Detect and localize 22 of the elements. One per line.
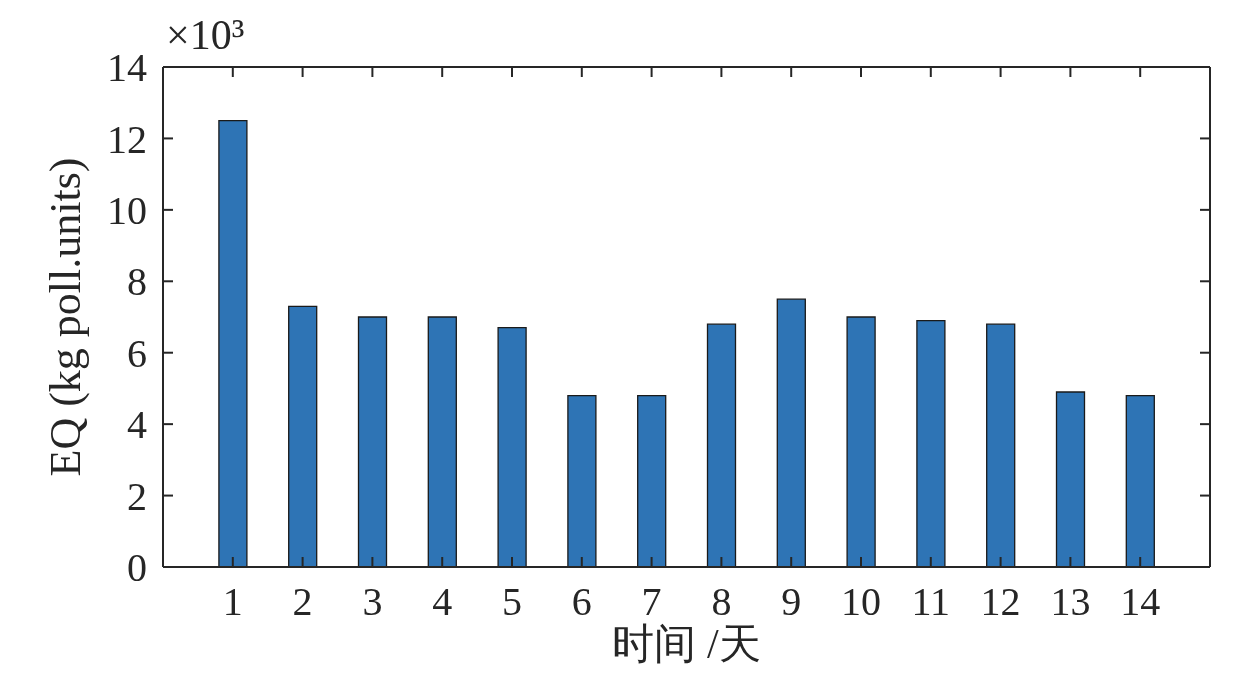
x-tick-label: 6: [571, 579, 592, 625]
x-tick-label: 10: [841, 579, 881, 625]
x-tick-label: 9: [781, 579, 802, 625]
y-tick-label: 2: [127, 473, 147, 519]
x-tick-label: 14: [1120, 579, 1161, 625]
y-tick-label: 8: [127, 259, 147, 305]
y-tick-label: 12: [107, 116, 147, 162]
x-tick-label: 3: [362, 579, 383, 625]
y-axis-title: EQ (kg poll.units): [40, 157, 90, 477]
y-tick-label: 6: [127, 330, 147, 376]
y-tick-label: 10: [107, 188, 147, 234]
x-tick-label: 5: [502, 579, 522, 625]
x-tick-label: 2: [292, 579, 313, 625]
x-tick-label: 1: [222, 579, 243, 625]
x-tick-label: 4: [432, 579, 453, 625]
x-tick-label: 11: [911, 579, 951, 625]
x-tick-label: 12: [980, 579, 1021, 625]
x-tick-label: 13: [1050, 579, 1091, 625]
y-tick-label: 0: [127, 545, 147, 591]
text: ×10³: [166, 12, 245, 58]
y-tick-label: 14: [107, 45, 147, 91]
y-tick-label: 4: [127, 402, 147, 448]
